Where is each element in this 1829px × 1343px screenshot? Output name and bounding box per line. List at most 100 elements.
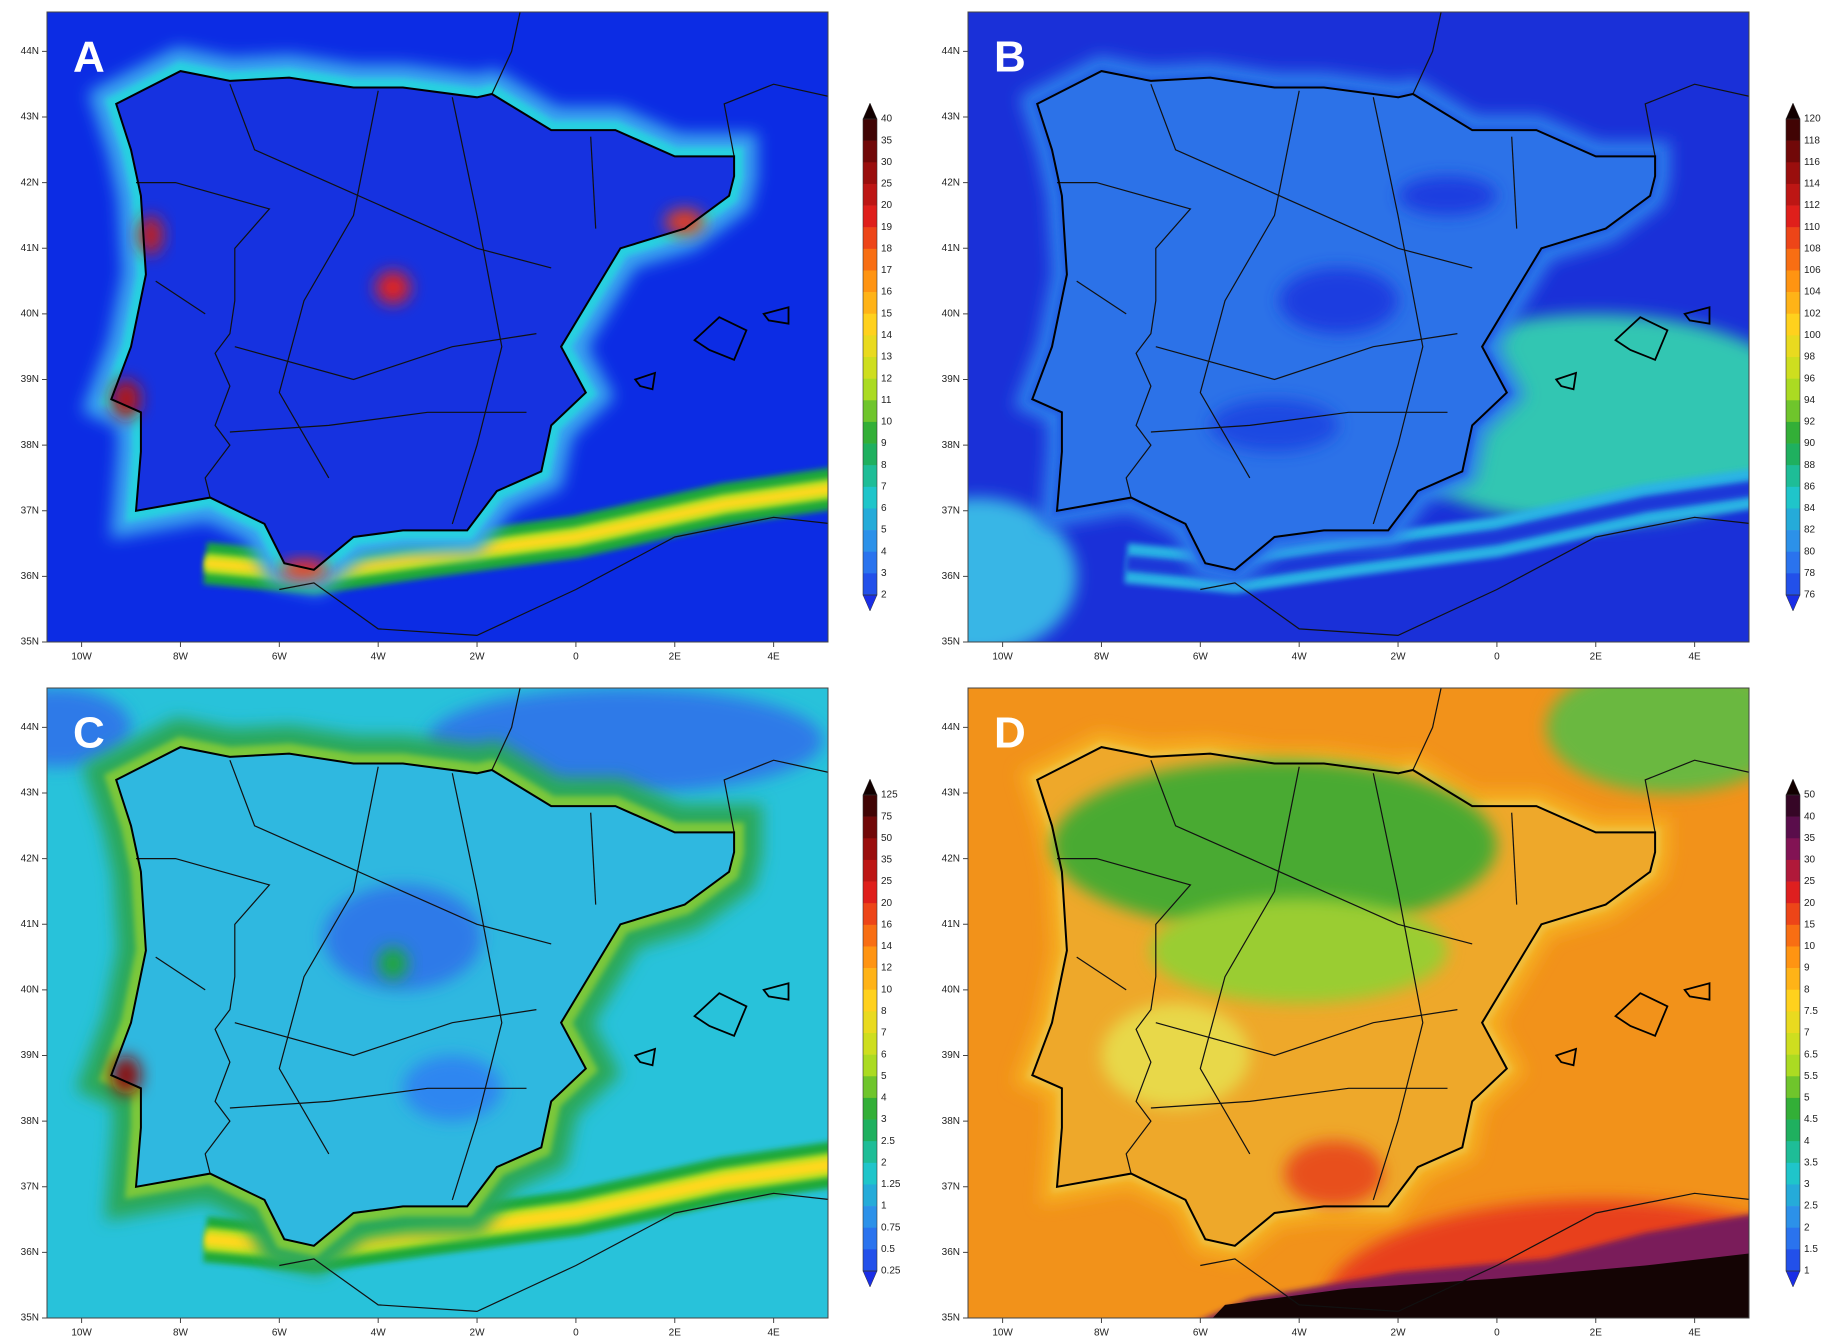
colorbar-segment (1786, 270, 1800, 292)
colorbar-label: 106 (1804, 265, 1821, 276)
colorbar-segment (1786, 552, 1800, 574)
colorbar-label: 80 (1804, 546, 1816, 557)
x-tick-label: 4W (371, 652, 387, 663)
y-tick-label: 43N (942, 112, 960, 123)
colorbar-segment (863, 1184, 877, 1206)
colorbar-segment (1786, 903, 1800, 925)
colorbar-segment (863, 1163, 877, 1185)
colorbar-segment (1786, 508, 1800, 530)
colorbar-segment (863, 444, 877, 466)
colorbar-segment (863, 422, 877, 444)
x-tick-label: 2W (1391, 652, 1407, 663)
colorbar-label: 5 (1804, 1093, 1810, 1104)
land-field (1101, 1003, 1249, 1108)
colorbar-label: 40 (881, 114, 893, 125)
colorbar-label: 0.75 (881, 1222, 901, 1233)
panel-letter: C (73, 709, 105, 758)
x-tick-label: 8W (1094, 1328, 1110, 1339)
colorbar-label: 2.5 (881, 1136, 895, 1147)
colorbar-segment (863, 249, 877, 271)
x-tick-label: 4E (768, 1328, 781, 1339)
colorbar-segment (863, 335, 877, 357)
map-layers (879, 5, 1818, 655)
colorbar-segment (1786, 1098, 1800, 1120)
colorbar-segment (1786, 227, 1800, 249)
x-tick-label: 4E (768, 652, 781, 663)
colorbar-label: 7.5 (1804, 1006, 1818, 1017)
y-tick-label: 39N (942, 1050, 960, 1061)
colorbar-label: 125 (881, 790, 898, 801)
colorbar-label: 92 (1804, 417, 1816, 428)
colorbar-segment (863, 1249, 877, 1271)
colorbar-segment (863, 162, 877, 184)
colorbar-label: 14 (881, 941, 893, 952)
colorbar-segment (1786, 162, 1800, 184)
colorbar-segment (863, 817, 877, 839)
colorbar-label: 35 (881, 135, 893, 146)
colorbar-segment (1786, 249, 1800, 271)
colorbar-label: 2 (881, 590, 887, 601)
y-tick-label: 40N (942, 985, 960, 996)
x-tick-label: 10W (992, 652, 1013, 663)
land-field (378, 947, 408, 980)
colorbar-segment (1786, 1120, 1800, 1142)
colorbar-label: 4 (881, 546, 887, 557)
colorbar-label: 90 (1804, 438, 1816, 449)
y-tick-label: 35N (21, 1313, 39, 1324)
colorbar-label: 112 (1804, 200, 1820, 211)
colorbar-label: 82 (1804, 525, 1816, 536)
colorbar-segment (1786, 335, 1800, 357)
colorbar-extend-bottom (1786, 1271, 1800, 1287)
colorbar-label: 5 (881, 525, 887, 536)
x-tick-label: 0 (1494, 652, 1500, 663)
colorbar-segment (863, 314, 877, 336)
x-tick-label: 2E (1590, 652, 1603, 663)
colorbar-segment (1786, 1228, 1800, 1250)
y-tick-label: 41N (21, 919, 39, 930)
colorbar-label: 35 (1804, 833, 1816, 844)
colorbar-label: 2 (1804, 1222, 1810, 1233)
colorbar-segment (1786, 1206, 1800, 1228)
colorbar-segment (1786, 379, 1800, 401)
x-tick-label: 10W (992, 1328, 1013, 1339)
y-tick-label: 38N (942, 1116, 960, 1127)
colorbar-segment (1786, 925, 1800, 947)
colorbar-segment (863, 1011, 877, 1033)
colorbar-label: 6 (881, 503, 887, 514)
land-field (1284, 1141, 1383, 1207)
colorbar-label: 0.5 (881, 1244, 895, 1255)
colorbar-segment (1786, 990, 1800, 1012)
x-tick-label: 6W (272, 1328, 288, 1339)
x-tick-label: 6W (1193, 652, 1209, 663)
land-field (376, 271, 411, 304)
colorbar-label: 100 (1804, 330, 1821, 341)
colorbar-label: 84 (1804, 503, 1816, 514)
figure: 10W8W6W4W2W02E4E35N36N37N38N39N40N41N42N… (0, 0, 1829, 1343)
colorbar-label: 1.25 (881, 1179, 901, 1190)
colorbar-label: 110 (1804, 222, 1820, 233)
x-tick-label: 10W (71, 652, 92, 663)
colorbar-segment (1786, 422, 1800, 444)
map-layers (0, 681, 838, 1318)
colorbar-label: 7 (1804, 1028, 1810, 1039)
colorbar-label: 9 (881, 438, 887, 449)
colorbar-segment (1786, 530, 1800, 552)
colorbar-label: 13 (881, 352, 893, 363)
colorbar-segment (1786, 292, 1800, 314)
colorbar-segment (863, 882, 877, 904)
colorbar-segment (863, 1228, 877, 1250)
colorbar-label: 9 (1804, 963, 1810, 974)
land-field (1279, 268, 1398, 334)
colorbar-segment (863, 925, 877, 947)
colorbar-segment (863, 1055, 877, 1077)
colorbar-label: 1.5 (1804, 1244, 1818, 1255)
y-tick-label: 43N (942, 788, 960, 799)
colorbar-label: 40 (1804, 811, 1816, 822)
colorbar-label: 25 (881, 876, 893, 887)
colorbar-segment (1786, 444, 1800, 466)
colorbar-segment (863, 1206, 877, 1228)
x-tick-label: 4E (1689, 1328, 1702, 1339)
colorbar-segment (1786, 573, 1800, 595)
colorbar-label: 12 (881, 373, 893, 384)
